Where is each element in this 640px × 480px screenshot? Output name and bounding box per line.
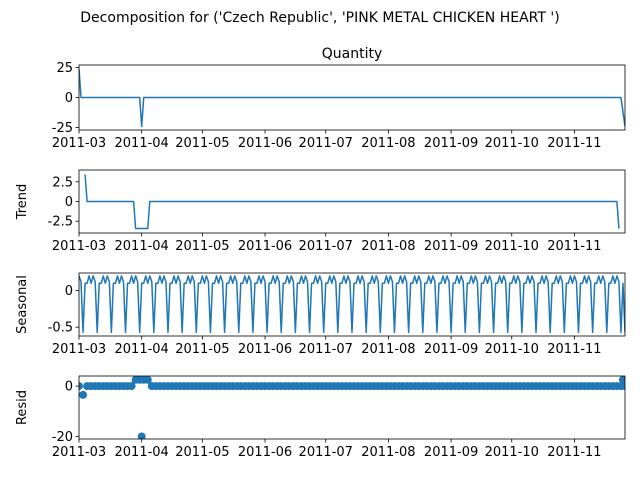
x-tick-label: 2011-05	[175, 239, 229, 254]
seasonal-axes-frame	[78, 272, 626, 337]
x-tick-label: 2011-06	[238, 239, 292, 254]
x-tick-label: 2011-07	[299, 342, 353, 357]
y-axis-label: Seasonal	[15, 275, 30, 334]
y-tick-label: 2.5	[52, 175, 73, 190]
resid-point	[127, 382, 136, 391]
y-tick-label: -2.5	[48, 215, 73, 230]
x-tick-label: 2011-07	[299, 136, 353, 151]
y-tick-label: -20	[52, 430, 73, 445]
x-tick-label: 2011-05	[175, 445, 229, 460]
y-tick-label: 25	[56, 61, 73, 76]
panel-seasonal: 0 -0.5 2011-03 2011-04 2011-05 2011-06 2011-07…	[15, 272, 626, 357]
x-tick-label: 2011-03	[52, 136, 106, 151]
x-tick-label: 2011-10	[485, 342, 539, 357]
x-tick-label: 2011-04	[115, 342, 169, 357]
figure-title: Decomposition for ('Czech Republic', 'PI…	[80, 10, 559, 26]
x-tick-label: 2011-11	[547, 445, 601, 460]
seasonal-line	[79, 275, 625, 334]
x-tick-label: 2011-11	[547, 136, 601, 151]
resid-point	[79, 382, 83, 391]
resid-point	[137, 432, 146, 439]
y-tick-label: 0	[65, 195, 73, 210]
x-tick-label: 2011-09	[424, 342, 478, 357]
y-tick-label: 0	[65, 91, 73, 106]
panel-trend: 2.5 0 -2.5 2011-03 2011-04 2011-05 2011-06 2011…	[15, 169, 626, 254]
resid-point	[143, 376, 152, 384]
x-tick-label: 2011-08	[361, 136, 415, 151]
subplot-title: Quantity	[322, 46, 383, 62]
resid-series	[79, 376, 625, 439]
observed-line	[79, 68, 625, 128]
y-axis-label: Trend	[15, 184, 30, 221]
y-tick-label: 0	[65, 284, 73, 299]
y-tick-label: 0	[65, 380, 73, 395]
y-tick-label: -25	[52, 121, 73, 136]
x-tick-label: 2011-08	[361, 239, 415, 254]
x-tick-label: 2011-07	[299, 445, 353, 460]
resid-axes-frame	[78, 375, 626, 440]
x-tick-label: 2011-03	[52, 445, 106, 460]
y-tick-label: -0.5	[48, 321, 73, 336]
x-tick-label: 2011-07	[299, 239, 353, 254]
x-tick-label: 2011-08	[361, 445, 415, 460]
x-tick-label: 2011-09	[424, 239, 478, 254]
x-tick-label: 2011-06	[238, 445, 292, 460]
x-tick-label: 2011-06	[238, 342, 292, 357]
x-tick-label: 2011-10	[485, 239, 539, 254]
x-tick-label: 2011-04	[115, 445, 169, 460]
seasonal-series	[79, 275, 625, 334]
x-tick-label: 2011-11	[547, 239, 601, 254]
x-tick-label: 2011-05	[175, 342, 229, 357]
trend-series	[84, 174, 620, 230]
x-tick-label: 2011-03	[52, 342, 106, 357]
x-tick-label: 2011-05	[175, 136, 229, 151]
trend-line	[84, 174, 620, 230]
resid-point	[621, 382, 625, 391]
x-tick-label: 2011-10	[485, 136, 539, 151]
x-tick-label: 2011-06	[238, 136, 292, 151]
x-tick-label: 2011-09	[424, 445, 478, 460]
x-tick-label: 2011-08	[361, 342, 415, 357]
x-tick-label: 2011-04	[115, 239, 169, 254]
observed-series	[79, 68, 625, 128]
y-axis-label: Resid	[15, 390, 30, 425]
x-tick-label: 2011-10	[485, 445, 539, 460]
x-tick-label: 2011-11	[547, 342, 601, 357]
x-tick-label: 2011-03	[52, 239, 106, 254]
x-tick-label: 2011-04	[115, 136, 169, 151]
resid-point	[79, 390, 88, 399]
resid-point	[618, 376, 625, 384]
x-tick-label: 2011-09	[424, 136, 478, 151]
